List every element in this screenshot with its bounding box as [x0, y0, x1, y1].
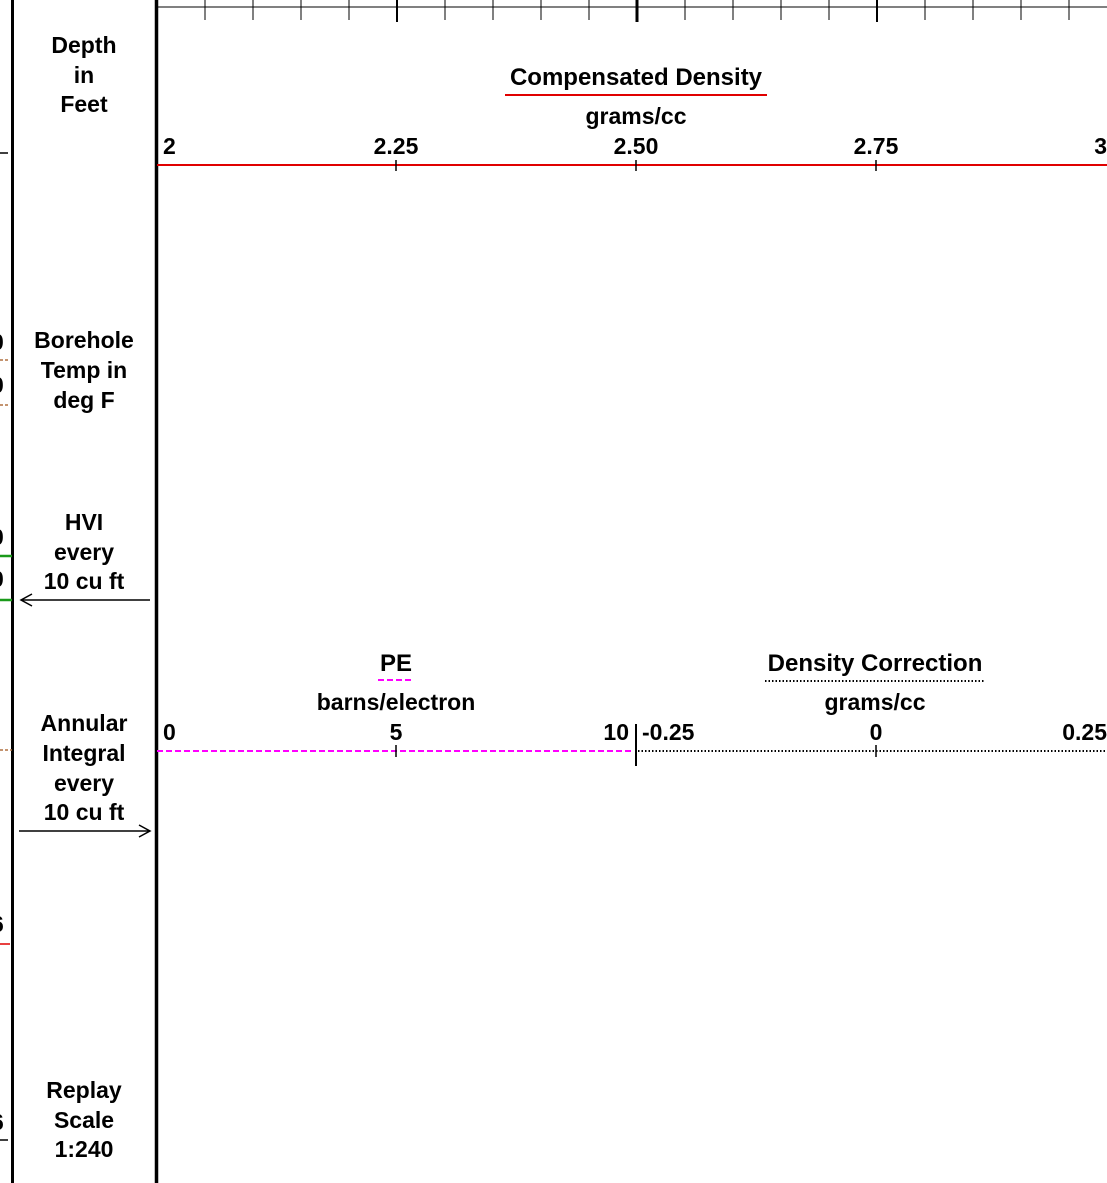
- edge-glyph: 6: [0, 911, 4, 937]
- borehole-temp-label-line: Temp in: [41, 357, 127, 383]
- annular-label: Annular Integral every 10 cu ft: [41, 710, 128, 825]
- depth-label-line: Depth: [51, 32, 116, 58]
- density-tick-label: 2.50: [614, 133, 659, 159]
- pe-title: PE: [380, 650, 412, 677]
- borehole-temp-label-line: deg F: [53, 387, 114, 413]
- pe-tick-label: 10: [603, 719, 629, 745]
- pe-tick-label: 5: [390, 719, 403, 745]
- hvi-label-line: HVI: [65, 509, 103, 535]
- density-correction-scale: Density Correction grams/cc -0.25 0 0.25: [638, 650, 1107, 757]
- density-correction-tick-label: -0.25: [642, 719, 695, 745]
- edge-glyph: 0: [0, 329, 4, 355]
- replay-label-line: 1:240: [55, 1136, 114, 1162]
- depth-column: Depth in Feet Borehole Temp in deg F HVI…: [19, 32, 152, 1162]
- density-tick-label: 2.25: [374, 133, 419, 159]
- hvi-arrow: [19, 593, 150, 607]
- pe-tick-label: 0: [163, 719, 176, 745]
- annular-arrow: [19, 824, 152, 838]
- edge-glyph: 0: [0, 524, 4, 550]
- borehole-temp-label: Borehole Temp in deg F: [34, 327, 134, 413]
- borehole-temp-label-line: Borehole: [34, 327, 134, 353]
- hvi-label-line: every: [54, 539, 114, 565]
- replay-scale-label: Replay Scale 1:240: [46, 1077, 122, 1162]
- hvi-label: HVI every 10 cu ft: [44, 509, 125, 594]
- edge-glyph: 6: [0, 1109, 4, 1135]
- density-unit: grams/cc: [585, 103, 686, 129]
- hvi-label-line: 10 cu ft: [44, 568, 125, 594]
- depth-label: Depth in Feet: [51, 32, 116, 117]
- annular-label-line: every: [54, 770, 114, 796]
- replay-label-line: Replay: [46, 1077, 122, 1103]
- density-correction-unit: grams/cc: [824, 689, 925, 715]
- density-correction-title: Density Correction: [768, 650, 983, 677]
- density-correction-tick-label: 0.25: [1062, 719, 1107, 745]
- replay-label-line: Scale: [54, 1107, 114, 1133]
- density-correction-tick-label: 0: [870, 719, 883, 745]
- left-edge-fragments: 0 0 0 0 6 6: [0, 152, 12, 1141]
- density-tick-label: 3: [1094, 133, 1107, 159]
- density-scale: Compensated Density grams/cc 2 2.25 2.50…: [157, 64, 1107, 171]
- density-tick-label: 2.75: [854, 133, 899, 159]
- density-title: Compensated Density: [510, 64, 763, 91]
- top-grid-ruler: [156, 0, 1107, 22]
- annular-label-line: Annular: [41, 710, 128, 736]
- density-tick-label: 2: [163, 133, 176, 159]
- depth-label-line: Feet: [60, 91, 108, 117]
- edge-glyph: 0: [0, 566, 4, 592]
- edge-glyph: 0: [0, 372, 4, 398]
- annular-label-line: Integral: [42, 740, 125, 766]
- depth-label-line: in: [74, 62, 94, 88]
- pe-unit: barns/electron: [317, 689, 476, 715]
- pe-scale: PE barns/electron 0 5 10: [157, 650, 634, 757]
- annular-label-line: 10 cu ft: [44, 799, 125, 825]
